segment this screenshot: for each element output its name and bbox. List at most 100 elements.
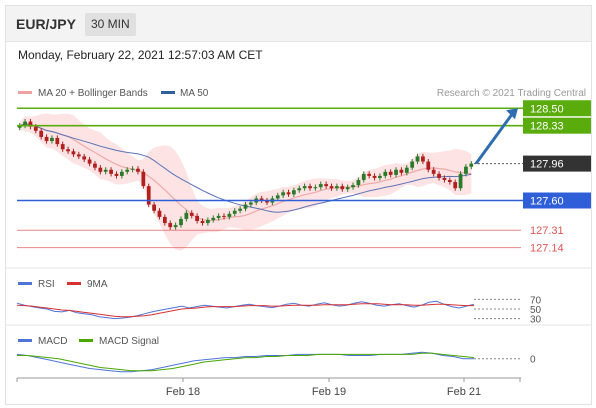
candle-body — [415, 156, 420, 162]
candle-body — [469, 163, 474, 167]
x-axis-ticks: Feb 18 Feb 19 Feb 21 — [16, 378, 521, 398]
rsi-line — [16, 300, 475, 320]
x-tick-label: Feb 19 — [312, 386, 346, 398]
candle-body — [17, 125, 22, 128]
candle-body — [394, 169, 398, 175]
candle-body — [141, 171, 146, 187]
candle-body — [232, 210, 237, 214]
candle-body — [238, 208, 243, 211]
currency-pair-title: EUR/JPY — [16, 16, 76, 32]
candle-body — [82, 156, 87, 160]
candle-body — [109, 169, 113, 174]
candle-body — [28, 121, 33, 127]
candle-body — [318, 184, 323, 188]
candle-body — [458, 173, 463, 189]
x-tick-label: Feb 18 — [166, 386, 200, 398]
ma50-legend-swatch — [161, 91, 175, 94]
candle-body — [200, 221, 205, 224]
candle-body — [292, 190, 296, 195]
rsi-level-label: 70 — [530, 295, 542, 306]
candle-body — [33, 126, 38, 131]
support-value: 127.14 — [530, 243, 564, 255]
candle-body — [184, 212, 189, 219]
candle-body — [286, 192, 291, 195]
support-tag — [523, 192, 591, 209]
x-tick-label: Feb 21 — [447, 386, 481, 398]
ma-bb-legend-label: MA 20 + Bollinger Bands — [38, 88, 148, 99]
candle-body — [168, 223, 173, 228]
candle-body — [447, 180, 452, 183]
candle-body — [39, 130, 44, 137]
header-bar: EUR/JPY 30 MIN — [6, 6, 591, 42]
candle-body — [114, 173, 119, 176]
rsi-level-label: 30 — [530, 315, 542, 326]
candle-body — [146, 186, 151, 205]
candle-body — [76, 154, 81, 157]
candle-body — [351, 185, 355, 188]
candle-body — [222, 215, 226, 217]
candle-body — [243, 204, 248, 209]
candle-body — [44, 136, 49, 142]
support-value: 127.31 — [530, 225, 564, 237]
candle-body — [60, 144, 65, 150]
main-plot — [17, 113, 474, 251]
candle-body — [130, 168, 135, 170]
candle-body — [189, 212, 194, 216]
timestamp: Monday, February 22, 2021 12:57:03 AM CE… — [18, 48, 263, 62]
resistance-tag — [523, 100, 591, 117]
candle-body — [388, 171, 393, 175]
candle-body — [227, 213, 232, 217]
candle-body — [23, 121, 27, 126]
candle-body — [98, 167, 103, 172]
candle-body — [87, 159, 92, 164]
candle-body — [125, 169, 130, 172]
candle-body — [248, 202, 253, 205]
candle-body — [426, 161, 431, 170]
candle-body — [152, 204, 156, 211]
candle-body — [367, 173, 372, 176]
candle-body — [50, 137, 54, 142]
projection-arrow-head — [506, 108, 518, 120]
macd-legend-swatch — [18, 339, 32, 342]
candle-body — [410, 161, 415, 168]
candle-body — [302, 186, 307, 189]
last-price-value: 127.96 — [530, 159, 564, 171]
candle-body — [340, 186, 345, 190]
candle-body — [211, 217, 216, 220]
rsi-level-label: 50 — [530, 305, 542, 316]
candle-body — [356, 180, 361, 186]
candle-body — [259, 198, 264, 201]
candle-body — [361, 173, 366, 180]
candle-body — [297, 188, 302, 191]
candle-body — [335, 186, 339, 189]
rsi-ma-legend-label: 9MA — [87, 279, 108, 290]
last-price-tag — [523, 155, 591, 172]
candle-body — [453, 182, 458, 189]
candle-body — [324, 184, 329, 187]
candle-body — [93, 163, 97, 168]
macd-signal-line — [17, 352, 475, 372]
candle-body — [399, 169, 404, 173]
resistance-tag — [523, 117, 591, 134]
candle-body — [308, 186, 312, 189]
timeframe-badge[interactable]: 30 MIN — [85, 13, 136, 36]
candle-body — [378, 175, 382, 178]
macd-signal-legend-label: MACD Signal — [99, 336, 159, 347]
candle-body — [281, 192, 286, 196]
candle-body — [345, 187, 350, 190]
ma-bb-legend-swatch — [18, 91, 32, 94]
candle-body — [437, 173, 441, 178]
ma50-legend-label: MA 50 — [180, 88, 209, 99]
rsi-legend-label: RSI — [38, 279, 55, 290]
candle-body — [329, 186, 334, 189]
rsi-ma-legend-swatch — [67, 282, 81, 285]
candle-body — [421, 156, 425, 162]
candle-body — [66, 149, 70, 152]
candle-body — [404, 167, 409, 173]
macd-line — [16, 351, 474, 373]
candle-body — [119, 171, 124, 176]
candle-body — [103, 169, 108, 172]
credit-label: Research © 2021 Trading Central — [437, 88, 586, 99]
